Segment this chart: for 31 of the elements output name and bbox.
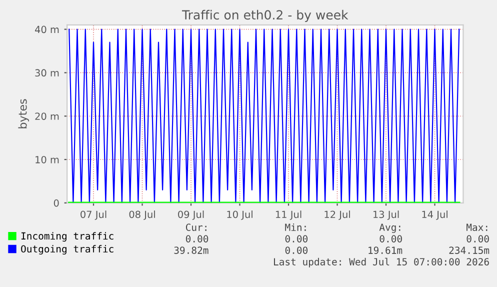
y-tick-label: 30 m [35, 69, 59, 77]
text: Cur: [186, 224, 206, 232]
y-axis-title: bytes [18, 99, 29, 128]
text: Last update: Wed Jul 15 07:00:00 2026 [274, 258, 489, 268]
x-tick-label: 10 Jul [227, 210, 252, 220]
text: 39.82m [174, 246, 208, 254]
text: 234.15m [449, 246, 490, 254]
y-tick-label: 40 m [35, 26, 59, 34]
text: Avg: [379, 224, 400, 233]
x-tick-label: 09 Jul [178, 210, 204, 220]
chart-title: Traffic on eth0.2 - by week [182, 10, 348, 22]
text: 19.61m [368, 246, 402, 254]
text: 0.00 [285, 235, 308, 242]
text: Min: [285, 223, 306, 231]
text: 0.00 [186, 235, 208, 242]
x-tick-label: 13 Jul [373, 210, 399, 220]
x-tick-label: 07 Jul [80, 210, 106, 220]
legend-label: Outgoing traffic [21, 245, 114, 255]
y-tick-label: 10 m [36, 156, 59, 164]
text: 0.00 [285, 246, 308, 254]
x-tick-label: 11 Jul [276, 210, 302, 220]
x-tick-label: 08 Jul [129, 210, 155, 220]
text: 0.00 [380, 235, 402, 242]
legend-label: Incoming traffic [21, 232, 114, 242]
text: Max: [466, 224, 488, 232]
x-tick-label: 14 Jul [422, 210, 448, 220]
line-series [68, 28, 460, 203]
y-tick-label: 20 m [35, 112, 59, 120]
y-tick-label: 0 [54, 199, 59, 207]
x-tick-label: 12 Jul [324, 210, 350, 220]
text: 0.00 [466, 235, 489, 242]
